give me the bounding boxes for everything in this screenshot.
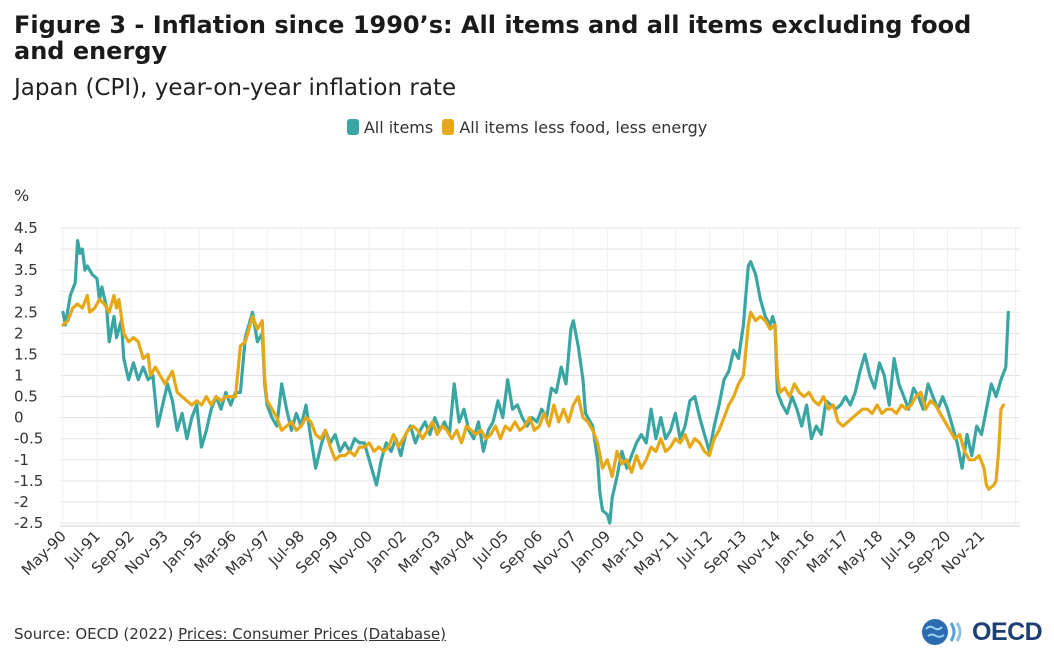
oecd-logo-text: OECD [972,617,1043,646]
source-database-link[interactable]: Prices: Consumer Prices (Database) [178,625,446,643]
y-tick-label: 0 [14,409,24,427]
y-tick-label: 4.5 [14,219,38,237]
y-tick-label: 2.5 [14,303,38,321]
legend-item-core-items[interactable]: All items less food, less energy [442,118,707,137]
y-axis-unit-label: % [14,186,30,205]
y-tick-label: 0.5 [14,388,38,406]
oecd-globe-icon [922,619,962,645]
y-tick-label: 4 [14,240,24,258]
chart-title: Figure 3 - Inflation since 1990’s: All i… [14,11,972,65]
y-tick-label: -1.5 [14,472,43,490]
y-tick-label: -2.5 [14,514,43,532]
x-tick-label: May-90 [18,527,70,579]
series-line-core-items [61,293,1005,491]
chart-subtitle: Japan (CPI), year-on-year inflation rate [14,75,457,101]
y-tick-label: -1 [14,451,29,469]
y-tick-label: -0.5 [14,430,43,448]
legend-label-core-items: All items less food, less energy [459,118,708,137]
legend-swatch-core-items [442,119,455,135]
y-tick-label: 2 [14,324,24,342]
oecd-logo: OECD [920,615,1043,649]
source-prefix: Source: OECD (2022) [14,625,179,643]
source-note: Source: OECD (2022) Prices: Consumer Pri… [14,625,446,643]
y-tick-label: 1 [14,367,24,385]
legend-item-all-items[interactable]: All items [346,118,434,137]
y-tick-label: 3 [14,282,24,300]
chart-legend: All items All items less food, less ener… [0,118,1054,137]
y-tick-label: 3.5 [14,261,38,279]
series-line-all-items [61,239,1010,525]
legend-label-all-items: All items [363,118,434,137]
y-tick-label: 1.5 [14,345,38,363]
y-tick-label: -2 [14,493,29,511]
legend-swatch-all-items [346,119,359,135]
